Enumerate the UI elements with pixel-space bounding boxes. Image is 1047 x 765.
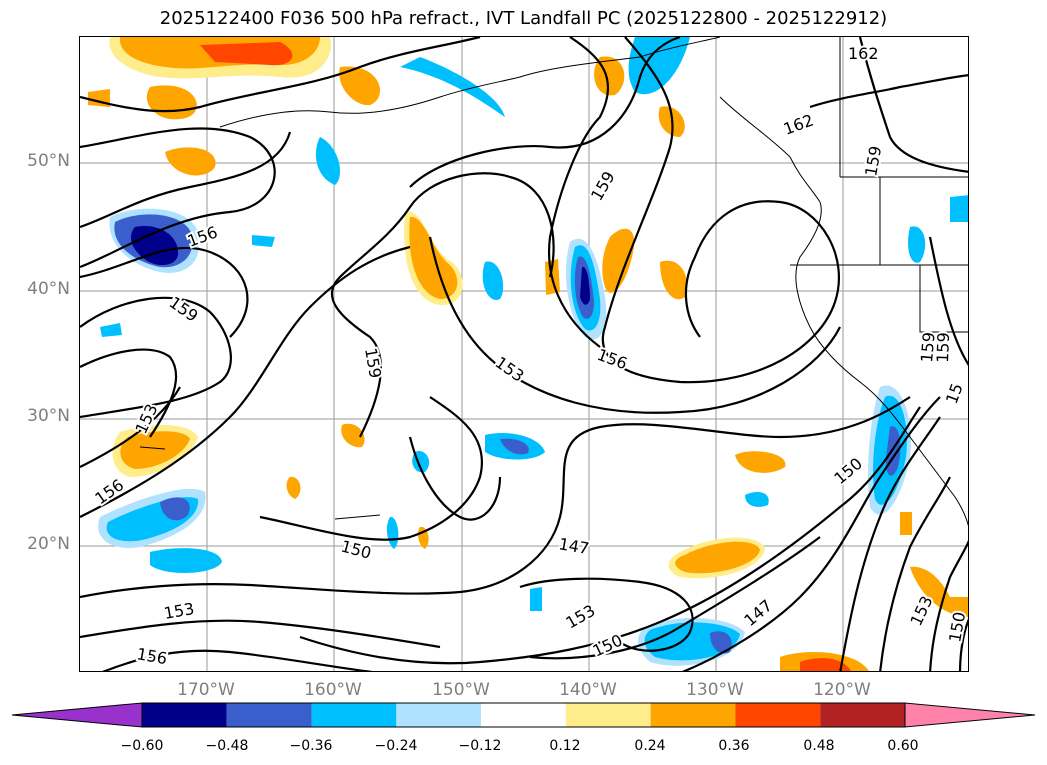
colorbar-segment — [311, 703, 397, 727]
contour-label: 162 — [781, 110, 816, 138]
colorbar-tick: −0.36 — [289, 738, 333, 754]
gridlines — [80, 37, 968, 671]
contour-labels: 162 162 159 159 156 159 159 153 156 156 … — [89, 42, 969, 670]
lon-label-150w: 150°W — [432, 680, 490, 700]
contour-label: 150 — [945, 610, 969, 643]
contour-label: 153 — [563, 601, 599, 633]
colorbar-tick: 0.60 — [887, 738, 919, 754]
shading — [88, 37, 968, 671]
colorbar-tick: −0.12 — [458, 738, 502, 754]
coastlines — [139, 37, 968, 527]
lon-label-160w: 160°W — [304, 680, 362, 700]
lat-label-40n: 40°N — [27, 279, 70, 299]
lon-label-170w: 170°W — [177, 680, 235, 700]
colorbar-segment — [650, 703, 736, 727]
contour-label: 150 — [830, 454, 866, 488]
contour-label: 15 — [942, 381, 967, 407]
contour-label: 159 — [361, 346, 385, 379]
colorbar-segment — [481, 703, 566, 727]
contour-label: 150 — [339, 537, 373, 563]
contour-lines — [80, 37, 968, 671]
colorbar — [11, 702, 1036, 728]
contour-label: 159 — [917, 331, 939, 363]
contour-label: 147 — [557, 534, 590, 558]
colorbar-segment — [735, 703, 821, 727]
contour-label: 156 — [135, 644, 168, 668]
colorbar-segment — [142, 703, 227, 727]
lat-label-50n: 50°N — [27, 151, 70, 171]
colorbar-tick: 0.36 — [718, 738, 750, 754]
contour-label: 156 — [595, 345, 630, 373]
colorbar-tick: −0.60 — [120, 738, 164, 754]
colorbar-extend-high — [904, 702, 1036, 728]
colorbar-tick: −0.24 — [374, 738, 418, 754]
colorbar-segment — [565, 703, 651, 727]
contour-label: 159 — [861, 144, 885, 177]
contour-label: 162 — [848, 44, 879, 63]
colorbar-segment — [396, 703, 482, 727]
colorbar-segment — [226, 703, 312, 727]
colorbar-extend-low — [11, 702, 143, 728]
lat-label-20n: 20°N — [27, 534, 70, 554]
colorbar-tick: 0.48 — [803, 738, 835, 754]
colorbar-segments — [11, 702, 1036, 728]
lon-label-120w: 120°W — [813, 680, 871, 700]
contour-label: 156 — [91, 475, 127, 508]
colorbar-tick: 0.12 — [549, 738, 581, 754]
colorbar-tick: 0.24 — [634, 738, 666, 754]
lon-label-130w: 130°W — [686, 680, 744, 700]
contour-label: 159 — [587, 168, 619, 204]
contour-label: 147 — [740, 596, 776, 630]
map-panel: 162 162 159 159 156 159 159 153 156 156 … — [79, 36, 969, 672]
lon-label-140w: 140°W — [559, 680, 617, 700]
contour-label: 150 — [590, 630, 626, 660]
colorbar-tick: −0.48 — [205, 738, 249, 754]
contour-label: 153 — [162, 599, 195, 623]
colorbar-segment — [820, 703, 905, 727]
map-title: 2025122400 F036 500 hPa refract., IVT La… — [159, 8, 888, 29]
contour-label: 159 — [933, 332, 953, 363]
map-canvas: 162 162 159 159 156 159 159 153 156 156 … — [80, 37, 969, 671]
lat-label-30n: 30°N — [27, 406, 70, 426]
